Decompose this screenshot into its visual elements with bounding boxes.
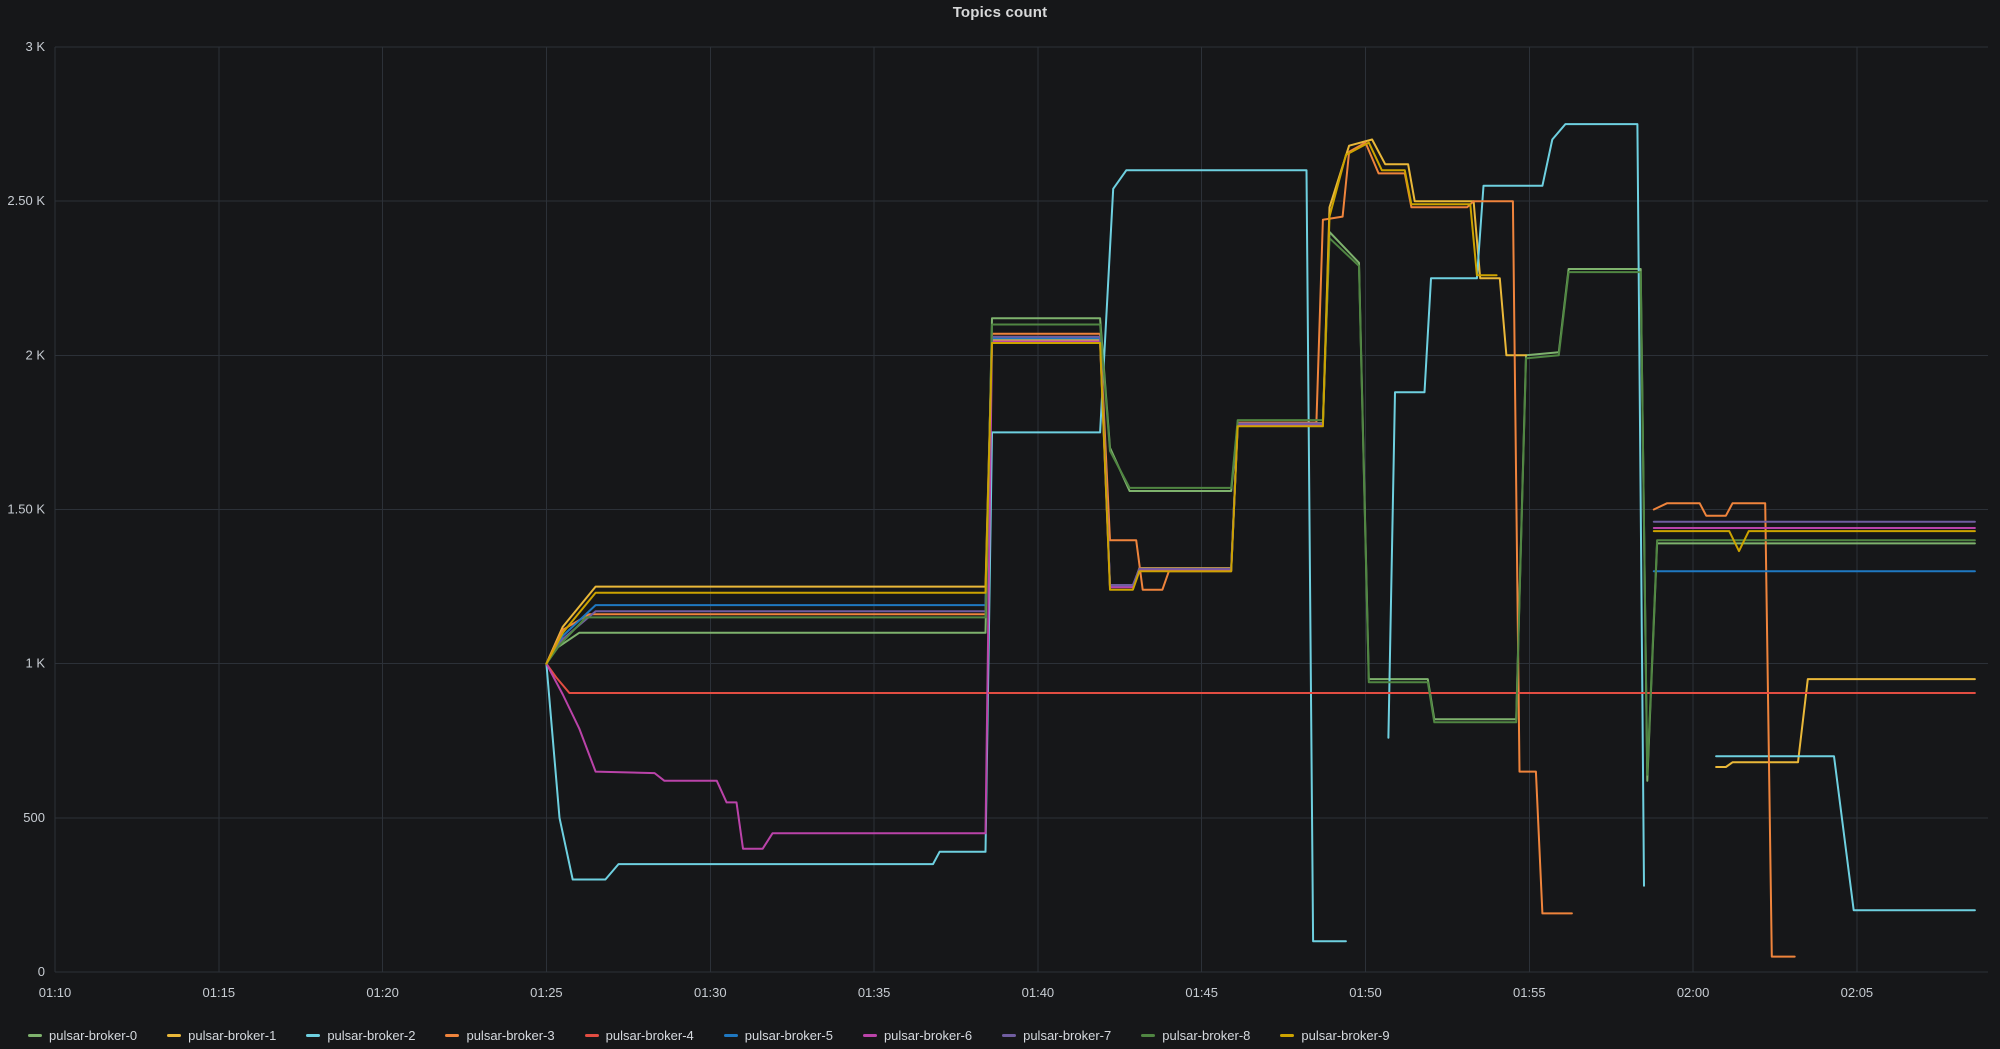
legend-item-pulsar-broker-5[interactable]: pulsar-broker-5 [723,1028,833,1043]
y-axis-tick-label: 0 [38,964,45,979]
series-line-pulsar-broker-1 [1715,678,1976,768]
legend-label: pulsar-broker-1 [188,1028,277,1043]
series-line-pulsar-broker-0 [545,231,1976,782]
x-axis-tick-label: 01:40 [1022,985,1055,1000]
legend-color-mark [28,1034,42,1037]
legend-item-pulsar-broker-0[interactable]: pulsar-broker-0 [28,1028,137,1043]
series-line-pulsar-broker-9 [1652,530,1976,553]
series-line-pulsar-broker-3 [545,141,1573,915]
legend-label: pulsar-broker-2 [327,1028,416,1043]
legend-item-pulsar-broker-8[interactable]: pulsar-broker-8 [1141,1028,1250,1043]
x-axis-tick-label: 01:25 [530,985,563,1000]
legend-color-mark [1002,1034,1017,1037]
legend-item-pulsar-broker-2[interactable]: pulsar-broker-2 [306,1028,415,1043]
legend-color-mark [306,1034,321,1037]
legend-color-mark [167,1034,182,1037]
legend-item-pulsar-broker-6[interactable]: pulsar-broker-6 [862,1028,973,1043]
x-axis-tick-label: 01:15 [203,985,236,1000]
legend-label: pulsar-broker-0 [49,1028,138,1043]
x-axis-tick-label: 01:45 [1185,985,1218,1000]
x-axis-tick-label: 01:55 [1513,985,1546,1000]
y-axis-tick-label: 1.50 K [7,502,45,517]
legend-item-pulsar-broker-9[interactable]: pulsar-broker-9 [1280,1028,1390,1043]
legend-label: pulsar-broker-8 [1162,1028,1251,1043]
legend-label: pulsar-broker-7 [1023,1028,1112,1043]
legend-item-pulsar-broker-4[interactable]: pulsar-broker-4 [584,1028,694,1043]
legend-label: pulsar-broker-5 [744,1028,833,1043]
legend-color-mark [862,1034,877,1037]
y-axis-tick-label: 3 K [25,39,45,54]
legend-color-mark [445,1034,460,1037]
legend-item-pulsar-broker-7[interactable]: pulsar-broker-7 [1002,1028,1111,1043]
legend-label: pulsar-broker-4 [605,1028,694,1043]
legend-item-pulsar-broker-1[interactable]: pulsar-broker-1 [167,1028,276,1043]
series-line-pulsar-broker-6 [545,340,1324,850]
legend-color-mark [1141,1034,1156,1037]
legend: pulsar-broker-0 pulsar-broker-1 pulsar-bro… [28,1028,1990,1043]
series-line-pulsar-broker-2 [545,169,1347,943]
y-axis-tick-label: 2.50 K [7,193,45,208]
x-axis-tick-label: 01:50 [1349,985,1382,1000]
legend-label: pulsar-broker-3 [466,1028,555,1043]
x-axis-tick-label: 01:10 [39,985,72,1000]
x-axis-tick-label: 01:30 [694,985,727,1000]
series-line-pulsar-broker-2 [1715,755,1976,912]
legend-label: pulsar-broker-6 [883,1028,973,1043]
x-axis-tick-label: 01:35 [858,985,891,1000]
legend-item-pulsar-broker-3[interactable]: pulsar-broker-3 [445,1028,555,1043]
series-line-pulsar-broker-1 [545,138,1527,665]
x-axis-tick-label: 02:05 [1841,985,1874,1000]
series-line-pulsar-broker-2 [1387,123,1645,887]
panel-title: Topics count [952,4,1048,21]
x-axis-tick-label: 02:00 [1677,985,1710,1000]
x-axis-tick-label: 01:20 [366,985,399,1000]
legend-label: pulsar-broker-9 [1301,1028,1390,1043]
legend-color-mark [1280,1034,1295,1037]
y-axis-tick-label: 1 K [25,656,45,671]
series-line-pulsar-broker-9 [545,141,1498,665]
y-axis-tick-label: 2 K [25,347,45,362]
series-line-pulsar-broker-3 [1652,502,1796,958]
series-line-pulsar-broker-4 [545,662,1976,694]
legend-color-mark [584,1034,599,1037]
legend-color-mark [723,1034,738,1037]
series-line-pulsar-broker-8 [545,237,1976,776]
y-axis-tick-label: 500 [23,810,45,825]
